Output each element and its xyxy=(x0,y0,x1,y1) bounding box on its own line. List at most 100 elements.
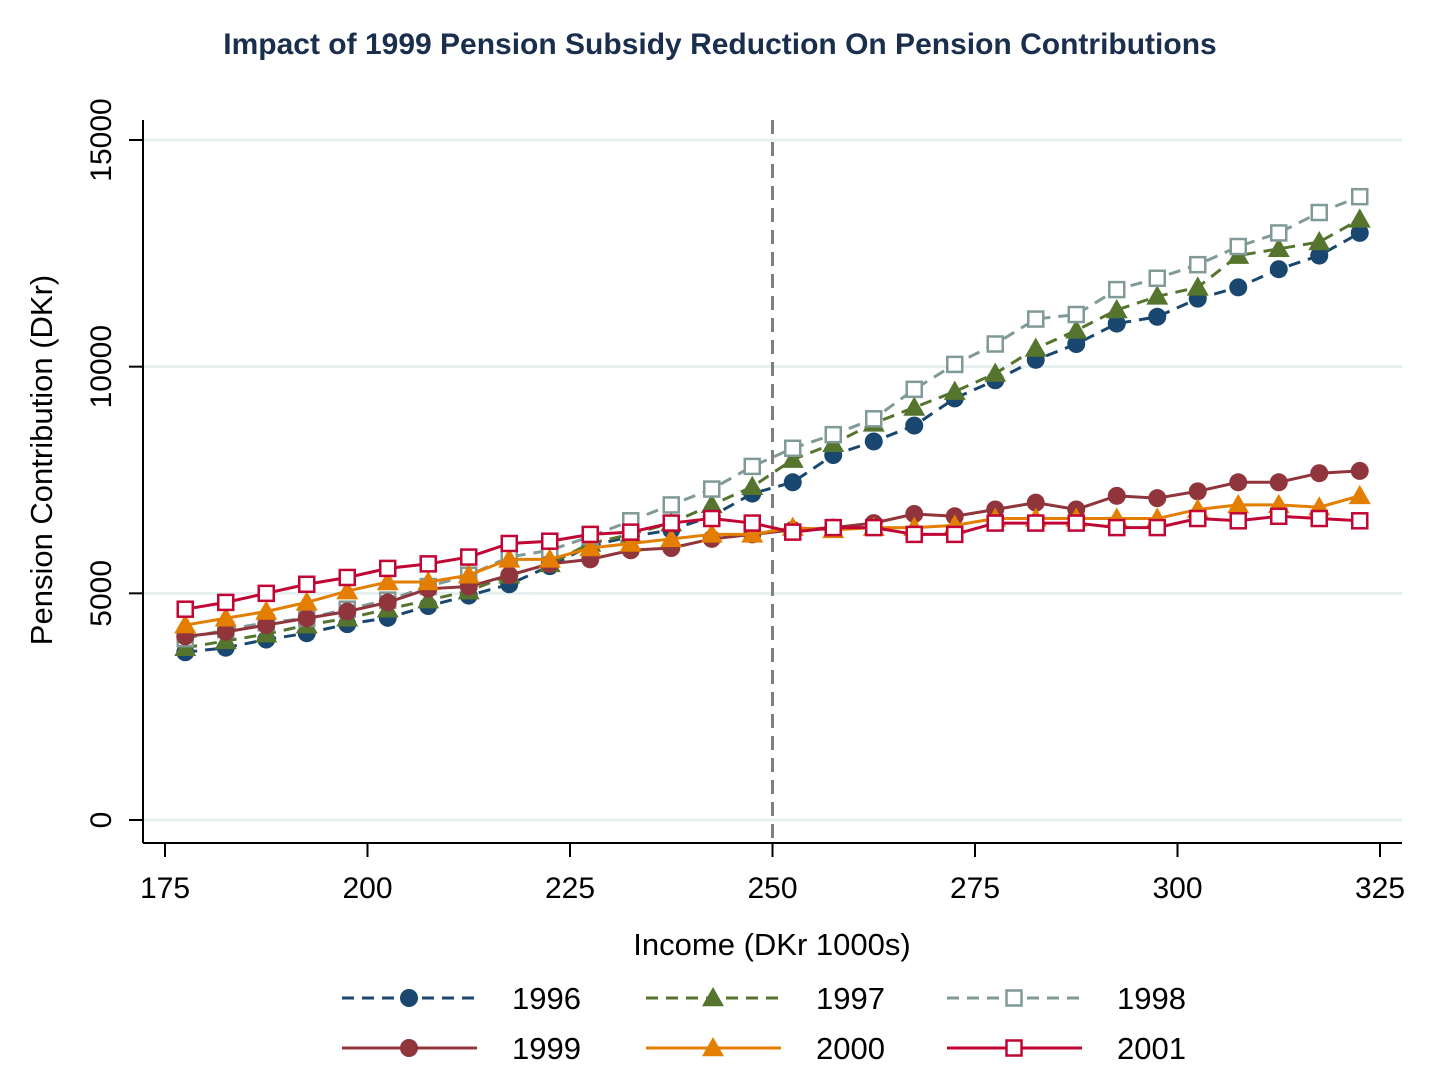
data-point-1999 xyxy=(1269,473,1288,492)
x-tick-label: 300 xyxy=(1152,872,1202,905)
legend-item-1998: 1998 xyxy=(947,981,1186,1016)
data-point-2000 xyxy=(579,537,602,557)
data-point-1998 xyxy=(986,335,1004,353)
data-point-1999 xyxy=(1107,486,1126,505)
data-point-1999 xyxy=(1026,493,1045,512)
data-point-1997 xyxy=(741,475,764,496)
data-point-1996 xyxy=(864,432,883,451)
legend-marker-2000 xyxy=(702,1037,724,1057)
data-point-2001 xyxy=(1351,512,1369,530)
data-point-1999 xyxy=(1229,473,1248,492)
legend-item-1996: 1996 xyxy=(342,981,581,1016)
data-point-2000 xyxy=(619,532,642,552)
y-tick-label: 5000 xyxy=(85,560,118,627)
data-point-2001 xyxy=(298,575,316,594)
y-tick-label: 0 xyxy=(85,812,118,829)
data-point-1998 xyxy=(1270,224,1288,242)
data-point-2001 xyxy=(338,568,356,587)
data-point-1998 xyxy=(1189,255,1207,274)
data-point-2001 xyxy=(1108,518,1126,537)
data-point-2001 xyxy=(784,523,802,541)
data-point-2000 xyxy=(1348,484,1371,505)
legend-label-2001: 2001 xyxy=(1117,1031,1186,1066)
legend-label-1998: 1998 xyxy=(1117,981,1186,1016)
legend-marker-2001 xyxy=(1005,1039,1023,1057)
data-point-2001 xyxy=(946,525,964,544)
data-point-1998 xyxy=(1229,237,1247,256)
data-point-1998 xyxy=(946,355,964,374)
data-point-1997 xyxy=(1348,208,1371,228)
data-point-1997 xyxy=(417,589,440,609)
data-point-1998 xyxy=(703,480,721,498)
data-point-2001 xyxy=(257,584,275,603)
legend-item-2000: 2000 xyxy=(646,1031,885,1066)
series-line-1997 xyxy=(185,218,1361,650)
data-point-1998 xyxy=(1108,280,1126,299)
data-point-1997 xyxy=(1024,337,1047,357)
data-point-1997 xyxy=(700,493,723,514)
data-point-1999 xyxy=(905,505,924,523)
data-point-1999 xyxy=(338,602,357,621)
data-point-2001 xyxy=(541,532,559,550)
data-point-2001 xyxy=(743,514,761,532)
data-point-1999 xyxy=(297,609,316,628)
legend-item-1999: 1999 xyxy=(342,1031,581,1066)
data-point-1997 xyxy=(781,448,804,468)
data-point-1998 xyxy=(824,425,842,444)
data-point-2001 xyxy=(865,518,883,537)
data-point-2000 xyxy=(660,527,683,548)
data-point-1996 xyxy=(783,473,802,492)
legend-label-1996: 1996 xyxy=(512,981,581,1016)
legend-label-1999: 1999 xyxy=(512,1031,581,1066)
data-point-1997 xyxy=(1105,299,1128,319)
data-point-1996 xyxy=(1229,278,1248,297)
legend-marker-1996 xyxy=(400,989,418,1007)
legend-marker-1998 xyxy=(1005,989,1023,1007)
data-point-2001 xyxy=(581,525,599,544)
data-point-2001 xyxy=(1148,518,1166,537)
data-point-2001 xyxy=(460,548,478,566)
data-point-1996 xyxy=(1067,335,1086,353)
data-point-1998 xyxy=(905,380,923,399)
data-point-2001 xyxy=(1027,514,1045,532)
data-point-2000 xyxy=(255,600,278,620)
series-2001 xyxy=(176,507,1369,618)
y-axis-label: Pension Contribution (DKr) xyxy=(24,275,59,645)
data-point-1998 xyxy=(1351,187,1369,206)
data-point-1997 xyxy=(1267,237,1290,258)
data-point-2000 xyxy=(174,614,197,634)
data-point-2001 xyxy=(905,525,923,544)
data-point-1999 xyxy=(1148,489,1167,508)
data-point-1999 xyxy=(378,593,397,612)
data-point-1997 xyxy=(984,362,1007,382)
data-point-2001 xyxy=(824,518,842,537)
data-point-1997 xyxy=(943,380,966,400)
data-point-1998 xyxy=(865,410,883,428)
data-point-1997 xyxy=(903,396,926,416)
data-point-2000 xyxy=(457,564,480,584)
data-point-1996 xyxy=(905,416,924,435)
data-point-2001 xyxy=(176,600,194,618)
data-point-1999 xyxy=(1350,461,1369,480)
data-point-1999 xyxy=(216,622,235,641)
legend-marker-1999 xyxy=(400,1039,418,1057)
data-point-2000 xyxy=(498,548,521,568)
data-point-2000 xyxy=(214,607,237,627)
data-point-2001 xyxy=(1067,514,1085,532)
data-point-1998 xyxy=(1310,203,1328,222)
legend-label-2000: 2000 xyxy=(816,1031,885,1066)
data-point-1998 xyxy=(662,496,680,514)
legend-marker-1997 xyxy=(702,987,724,1007)
data-point-2001 xyxy=(419,555,437,573)
data-point-2001 xyxy=(1310,509,1328,528)
data-point-1998 xyxy=(784,439,802,458)
data-point-2000 xyxy=(336,580,359,600)
x-tick-label: 200 xyxy=(342,872,392,905)
data-point-2001 xyxy=(1189,509,1207,528)
legend: 1996 1997 1998 1999 2000 2001 xyxy=(342,981,1186,1066)
data-point-1996 xyxy=(1310,246,1329,265)
legend-label-1997: 1997 xyxy=(816,981,885,1016)
x-axis-label: Income (DKr 1000s) xyxy=(633,927,910,962)
